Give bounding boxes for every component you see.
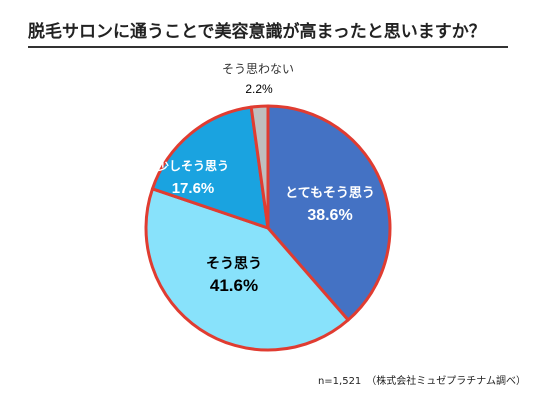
slice-value-1: 38.6% xyxy=(307,207,352,224)
pie-slice-1 xyxy=(266,104,392,322)
slice-value-4: 2.2% xyxy=(245,82,273,96)
pie-slice-3 xyxy=(150,105,270,230)
slice-label-2: そう思う xyxy=(206,256,262,272)
slice-label-4: そう思わない xyxy=(222,62,294,76)
chart-title: 脱毛サロンに通うことで美容意識が高まったと思いますか？ xyxy=(28,22,486,42)
slice-value-2: 41.6% xyxy=(210,276,258,295)
slice-label-1: とてもそう思う xyxy=(285,186,375,201)
title-underline xyxy=(28,46,508,48)
pie-slice-4 xyxy=(249,104,270,230)
pie-slice-2 xyxy=(144,187,350,352)
slice-label-3: 少しそう思う xyxy=(156,158,229,173)
sample-size-note: n=1,521 （株式会社ミュゼプラチナム調べ） xyxy=(317,376,526,387)
slice-value-3: 17.6% xyxy=(172,180,215,197)
